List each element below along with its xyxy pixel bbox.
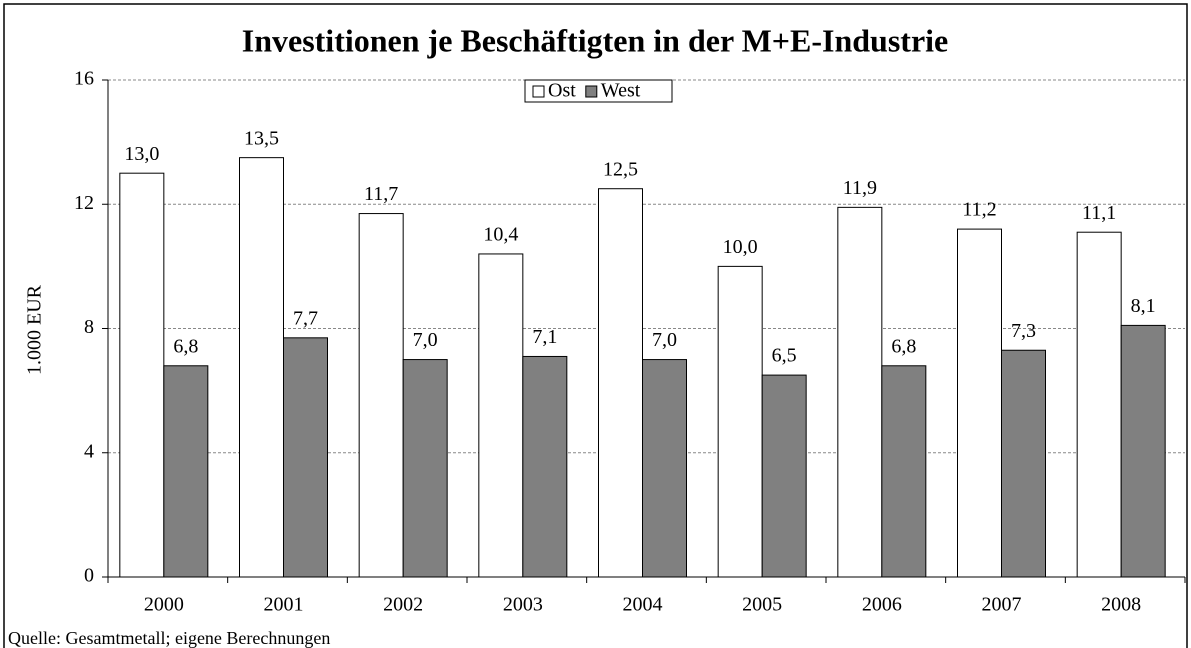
- bar: [1076, 231, 1122, 578]
- x-tick-label: 2000: [144, 594, 184, 616]
- bar: [717, 265, 763, 578]
- value-label: 7,1: [532, 326, 557, 348]
- bar: [957, 228, 1002, 578]
- x-tick-label: 2007: [982, 594, 1022, 616]
- y-tick-label: 0: [84, 565, 94, 587]
- legend-swatch: [532, 85, 545, 98]
- bar: [598, 188, 643, 578]
- y-tick-label: 16: [74, 68, 94, 90]
- bar: [881, 365, 927, 578]
- bar: [1120, 324, 1166, 578]
- value-label: 10,0: [723, 236, 758, 258]
- value-label: 7,0: [652, 329, 677, 351]
- chart-title: Investitionen je Beschäftigten in der M+…: [242, 22, 949, 58]
- value-label: 12,5: [603, 158, 638, 180]
- y-axis-label: 1.000 EUR: [24, 284, 46, 375]
- value-label: 7,7: [293, 307, 318, 329]
- bar: [163, 365, 209, 578]
- value-label: 7,0: [413, 329, 438, 351]
- x-tick-label: 2006: [862, 594, 902, 616]
- value-label: 6,5: [772, 345, 797, 367]
- bar: [642, 359, 687, 578]
- value-label: 6,8: [173, 335, 198, 357]
- legend-label: West: [601, 80, 641, 102]
- x-tick-label: 2008: [1101, 594, 1141, 616]
- bar: [283, 337, 328, 578]
- value-label: 8,1: [1131, 295, 1156, 317]
- x-tick-label: 2001: [264, 594, 304, 616]
- value-label: 6,8: [891, 335, 916, 357]
- x-tick-label: 2005: [742, 594, 782, 616]
- bar: [761, 374, 807, 578]
- bar: [1001, 349, 1046, 578]
- value-label: 13,5: [244, 127, 279, 149]
- x-tick-label: 2002: [383, 594, 423, 616]
- x-tick-label: 2004: [623, 594, 663, 616]
- legend-label: Ost: [548, 80, 576, 102]
- y-tick-label: 8: [84, 316, 94, 338]
- y-tick-label: 12: [74, 192, 94, 214]
- x-tick-label: 2003: [503, 594, 543, 616]
- value-label: 11,9: [843, 177, 877, 199]
- y-tick-label: 4: [84, 440, 94, 462]
- bar: [239, 157, 284, 578]
- bar: [522, 355, 568, 578]
- value-label: 11,7: [364, 183, 398, 205]
- bar: [402, 359, 448, 578]
- value-label: 11,2: [962, 199, 996, 221]
- value-label: 13,0: [124, 143, 159, 165]
- value-label: 11,1: [1082, 202, 1116, 224]
- source-note: Quelle: Gesamtmetall; eigene Berechnunge…: [8, 628, 330, 648]
- bar: [837, 206, 883, 578]
- value-label: 7,3: [1011, 320, 1036, 342]
- legend-swatch: [585, 85, 598, 98]
- bar: [119, 172, 165, 578]
- bar: [478, 253, 524, 578]
- value-label: 10,4: [483, 224, 518, 246]
- bar: [358, 213, 404, 578]
- legend-box: [524, 79, 673, 103]
